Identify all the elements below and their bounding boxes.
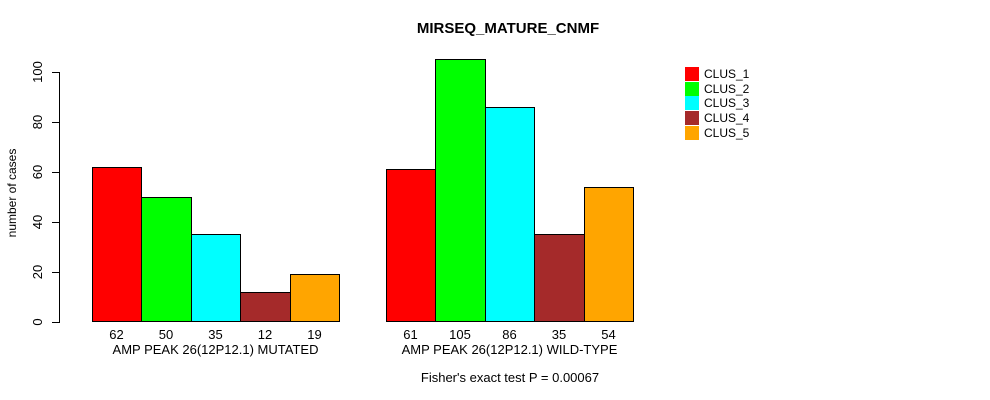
bar-value-label: 12 [257,327,273,342]
y-axis-line [59,72,60,323]
y-axis-label: number of cases [5,148,19,238]
y-tick-mark [52,72,59,73]
y-tick-label: 0 [30,318,45,326]
legend-item-clus_3: CLUS_3 [685,96,749,110]
bar-value-label: 62 [109,327,124,342]
bar-clus_4-group2 [534,234,585,322]
legend-swatch-clus_2 [685,82,699,96]
legend-swatch-clus_3 [685,96,699,110]
bar-value-label: 50 [158,327,174,342]
bar-clus_5-group1 [290,274,340,322]
y-tick-label: 20 [30,264,45,280]
group-label: AMP PEAK 26(12P12.1) MUTATED [112,342,319,357]
y-tick-mark [52,172,59,173]
bar-value-label: 19 [307,327,322,342]
group-label: AMP PEAK 26(12P12.1) WILD-TYPE [401,342,618,357]
legend-item-clus_2: CLUS_2 [685,82,749,96]
y-tick-label: 40 [30,214,45,230]
y-tick-label: 100 [30,61,45,83]
bar-value-label: 35 [551,327,567,342]
y-tick-label: 80 [30,114,45,130]
bar-value-label: 86 [502,327,517,342]
legend-label: CLUS_2 [704,82,750,96]
y-tick-mark [52,322,59,323]
bar-clus_3-group1 [191,234,241,322]
y-tick-mark [52,222,59,223]
legend-swatch-clus_5 [685,126,699,140]
bar-value-label: 35 [208,327,223,342]
legend-label: CLUS_3 [704,96,750,110]
chart-title: MIRSEQ_MATURE_CNMF [416,20,600,37]
bar-clus_4-group1 [240,292,291,322]
bar-value-label: 105 [449,327,471,342]
legend-swatch-clus_1 [685,67,699,81]
legend-label: CLUS_5 [704,126,750,140]
y-tick-mark [52,122,59,123]
bar-clus_2-group1 [141,197,192,322]
legend-item-clus_5: CLUS_5 [685,126,749,140]
y-tick-label: 60 [30,164,45,180]
legend-item-clus_1: CLUS_1 [685,67,749,81]
legend-label: CLUS_4 [704,111,750,125]
bar-clus_2-group2 [435,59,486,322]
bar-clus_3-group2 [485,107,535,322]
y-tick-mark [52,272,59,273]
fisher-test-note: Fisher's exact test P = 0.00067 [420,370,600,385]
legend-label: CLUS_1 [704,67,750,81]
bar-clus_1-group2 [386,169,436,322]
bar-clus_1-group1 [92,167,142,322]
bar-clus_5-group2 [584,187,634,322]
bar-value-label: 61 [403,327,418,342]
bar-value-label: 54 [601,327,616,342]
legend-swatch-clus_4 [685,111,699,125]
legend-item-clus_4: CLUS_4 [685,111,749,125]
